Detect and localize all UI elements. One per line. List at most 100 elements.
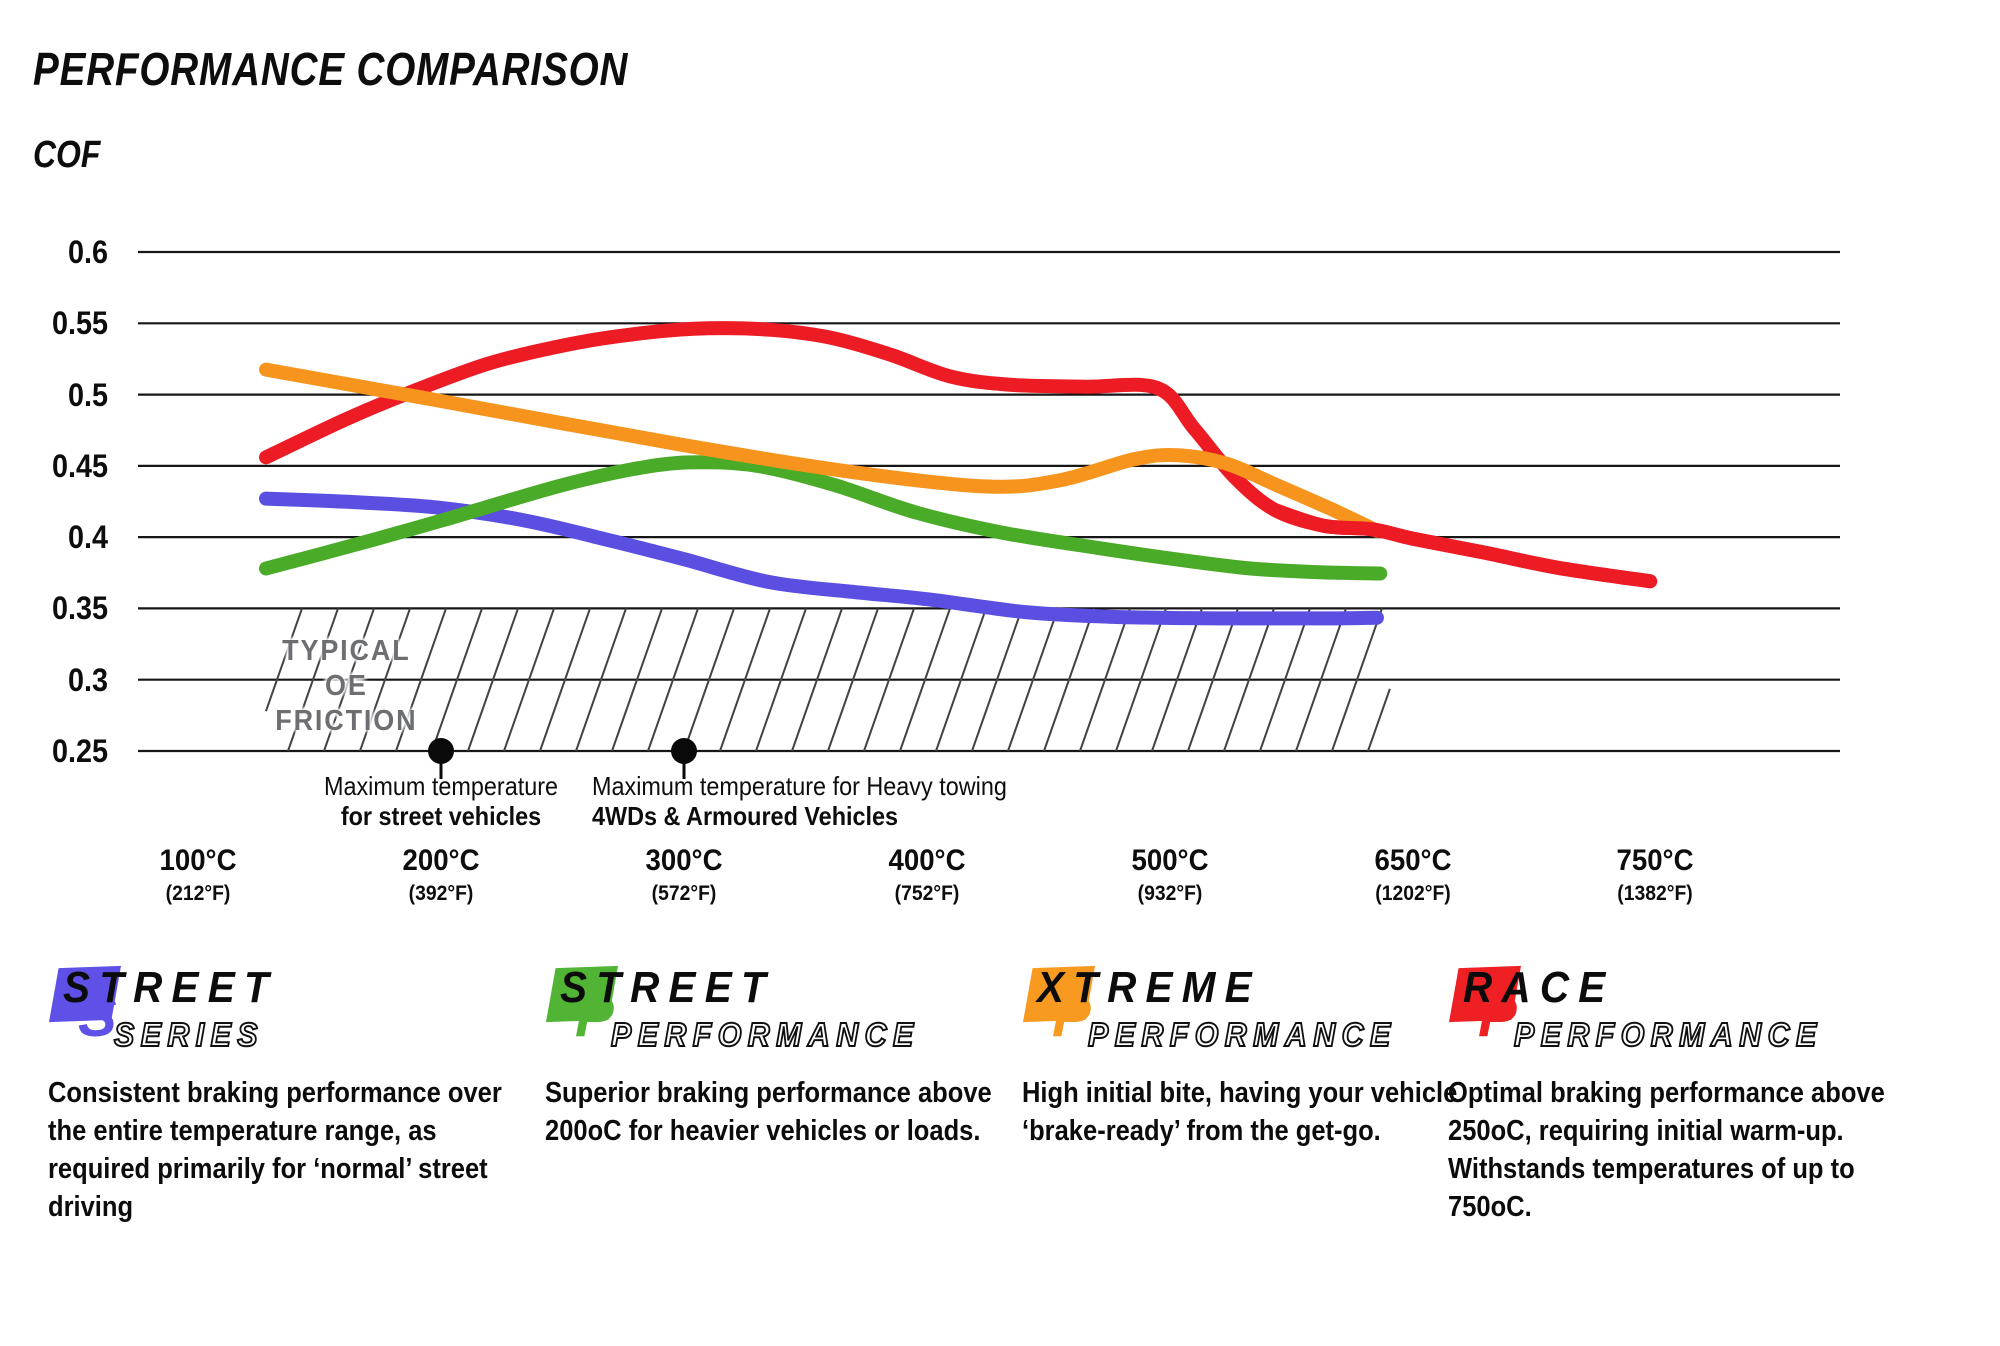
logo-word-primary: XTREME — [1037, 963, 1261, 1012]
x-tick-label: 400°C (752°F) — [846, 844, 1008, 906]
logo-word-primary: STREET — [63, 963, 278, 1012]
typical-oe-friction-label: TYPICAL OE FRICTION — [258, 634, 435, 739]
x-tick-celsius: 200°C — [402, 844, 480, 877]
logo-word-secondary: PERFORMANCE — [1513, 1016, 1823, 1053]
oe-band-hatch-line — [467, 608, 519, 752]
logo-initial-letter: S — [78, 984, 117, 1049]
legend-description: Superior braking performance above 200oC… — [545, 1077, 992, 1147]
oe-band-hatch-line — [503, 608, 555, 752]
x-tick-label: 200°C (392°F) — [360, 844, 522, 906]
logo-word-primary: RACE — [1463, 963, 1615, 1012]
x-tick-fahrenheit: (1382°F) — [1617, 882, 1693, 905]
x-tick-fahrenheit: (1202°F) — [1374, 882, 1451, 905]
brand-logo: P RACE PERFORMANCE — [1448, 962, 1978, 1064]
oe-band-hatch-line — [863, 608, 915, 752]
max-temp-street-annotation: Maximum temperature for street vehicles — [261, 771, 621, 831]
oe-band-hatch-line — [647, 608, 699, 752]
oe-band-hatch-line — [611, 608, 663, 752]
logo-word-secondary: PERFORMANCE — [1087, 1016, 1397, 1053]
oe-band-hatch-line — [1223, 608, 1275, 752]
logo-initial-letter: P — [1052, 984, 1091, 1049]
oe-band-hatch-line — [1043, 608, 1095, 752]
brand-logo: S STREET SERIES — [48, 962, 578, 1064]
oe-band-hatch-line — [539, 608, 591, 752]
x-tick-label: 500°C (932°F) — [1089, 844, 1251, 906]
x-tick-celsius: 100°C — [159, 844, 237, 877]
annotation-line2: 4WDs & Armoured Vehicles — [592, 801, 899, 831]
y-tick-label: 0.5 — [67, 376, 108, 413]
x-tick-fahrenheit: (392°F) — [408, 882, 474, 905]
y-tick-label: 0.25 — [51, 732, 108, 769]
oe-band-hatch-line — [1187, 608, 1239, 752]
x-tick-label: 650°C (1202°F) — [1332, 844, 1494, 906]
max-temp-towing-annotation: Maximum temperature for Heavy towing 4WD… — [592, 771, 1132, 831]
oe-band-hatch-line — [287, 608, 339, 752]
oe-band-hatch-line — [265, 608, 303, 712]
curve-xtreme-performance — [259, 362, 1384, 538]
oe-band-hatch-line — [1115, 608, 1167, 752]
oe-band-hatch-line — [1367, 688, 1391, 752]
oe-band-hatch-line — [1331, 608, 1383, 752]
oe-band-hatch-line — [683, 608, 735, 752]
y-tick-label: 0.45 — [51, 447, 108, 484]
x-tick-fahrenheit: (752°F) — [894, 882, 960, 905]
x-tick-celsius: 400°C — [888, 844, 966, 877]
x-tick-fahrenheit: (572°F) — [651, 882, 717, 905]
brand-logo: P XTREME PERFORMANCE — [1022, 962, 1552, 1064]
x-tick-label: 300°C (572°F) — [603, 844, 765, 906]
oe-band-hatch-line — [971, 608, 1023, 752]
y-axis-title: COF — [33, 134, 101, 176]
oe-band-hatch-line — [935, 608, 987, 752]
logo-initial-letter: P — [575, 984, 614, 1049]
marker-dot-1 — [428, 737, 454, 764]
y-tick-label: 0.4 — [67, 519, 108, 556]
page-title: PERFORMANCE COMPARISON — [33, 43, 629, 95]
oe-band-hatch-line — [1151, 608, 1203, 752]
oe-label-line1: TYPICAL OE — [282, 635, 411, 702]
legend-description: Consistent braking performance over the … — [48, 1077, 502, 1223]
logo-word-primary: STREET — [560, 963, 775, 1012]
logo-initial-letter: P — [1478, 984, 1517, 1049]
x-tick-label: 750°C (1382°F) — [1574, 844, 1736, 906]
logo-word-secondary: PERFORMANCE — [610, 1016, 920, 1053]
annotation-line1: Maximum temperature — [323, 771, 559, 801]
oe-band-hatch-line — [791, 608, 843, 752]
brand-logo: P STREET PERFORMANCE — [545, 962, 1075, 1064]
x-tick-celsius: 300°C — [645, 844, 723, 877]
oe-band-hatch-line — [1295, 608, 1347, 752]
legend-description: High initial bite, having your vehicle ‘… — [1022, 1077, 1458, 1147]
annotation-line1: Maximum temperature for Heavy towing — [592, 771, 1007, 801]
oe-band-hatch-line — [1079, 608, 1131, 752]
oe-band-hatch-line — [431, 608, 483, 752]
oe-band-hatch-line — [827, 608, 879, 752]
legend-item-street-performance: P STREET PERFORMANCE Superior braking perfo… — [545, 962, 1075, 1150]
curve-street-performance — [259, 455, 1388, 581]
x-tick-celsius: 650°C — [1373, 844, 1452, 877]
oe-label-line2: FRICTION — [275, 705, 418, 737]
logo-word-secondary: SERIES — [113, 1016, 265, 1053]
y-tick-label: 0.6 — [67, 234, 108, 270]
oe-band-hatch-line — [395, 608, 447, 752]
x-tick-celsius: 500°C — [1131, 844, 1209, 877]
y-tick-label: 0.3 — [67, 661, 108, 698]
oe-band-hatch-line — [755, 608, 807, 752]
oe-band-hatch-line — [1259, 608, 1311, 752]
x-tick-label: 100°C (212°F) — [117, 844, 279, 906]
legend-item-race-performance: P RACE PERFORMANCE Optimal braking performa… — [1448, 962, 1978, 1226]
x-tick-fahrenheit: (932°F) — [1137, 882, 1203, 905]
oe-band-hatch-line — [359, 608, 411, 752]
oe-band-hatch-line — [899, 608, 951, 752]
legend-item-xtreme-performance: P XTREME PERFORMANCE High initial bite, hav… — [1022, 962, 1552, 1150]
x-tick-fahrenheit: (212°F) — [165, 882, 231, 905]
oe-band-hatch-line — [1007, 608, 1059, 752]
annotation-line2: for street vehicles — [340, 801, 542, 831]
oe-band-hatch-line — [575, 608, 627, 752]
legend-item-street-series: S STREET SERIES Consistent braking performa… — [48, 962, 578, 1226]
oe-band-hatch-line — [323, 608, 375, 752]
legend-description: Optimal braking performance above 250oC,… — [1448, 1077, 1885, 1223]
oe-band-hatch-line — [719, 608, 771, 752]
x-tick-celsius: 750°C — [1616, 844, 1694, 877]
marker-dot-2 — [671, 737, 697, 764]
